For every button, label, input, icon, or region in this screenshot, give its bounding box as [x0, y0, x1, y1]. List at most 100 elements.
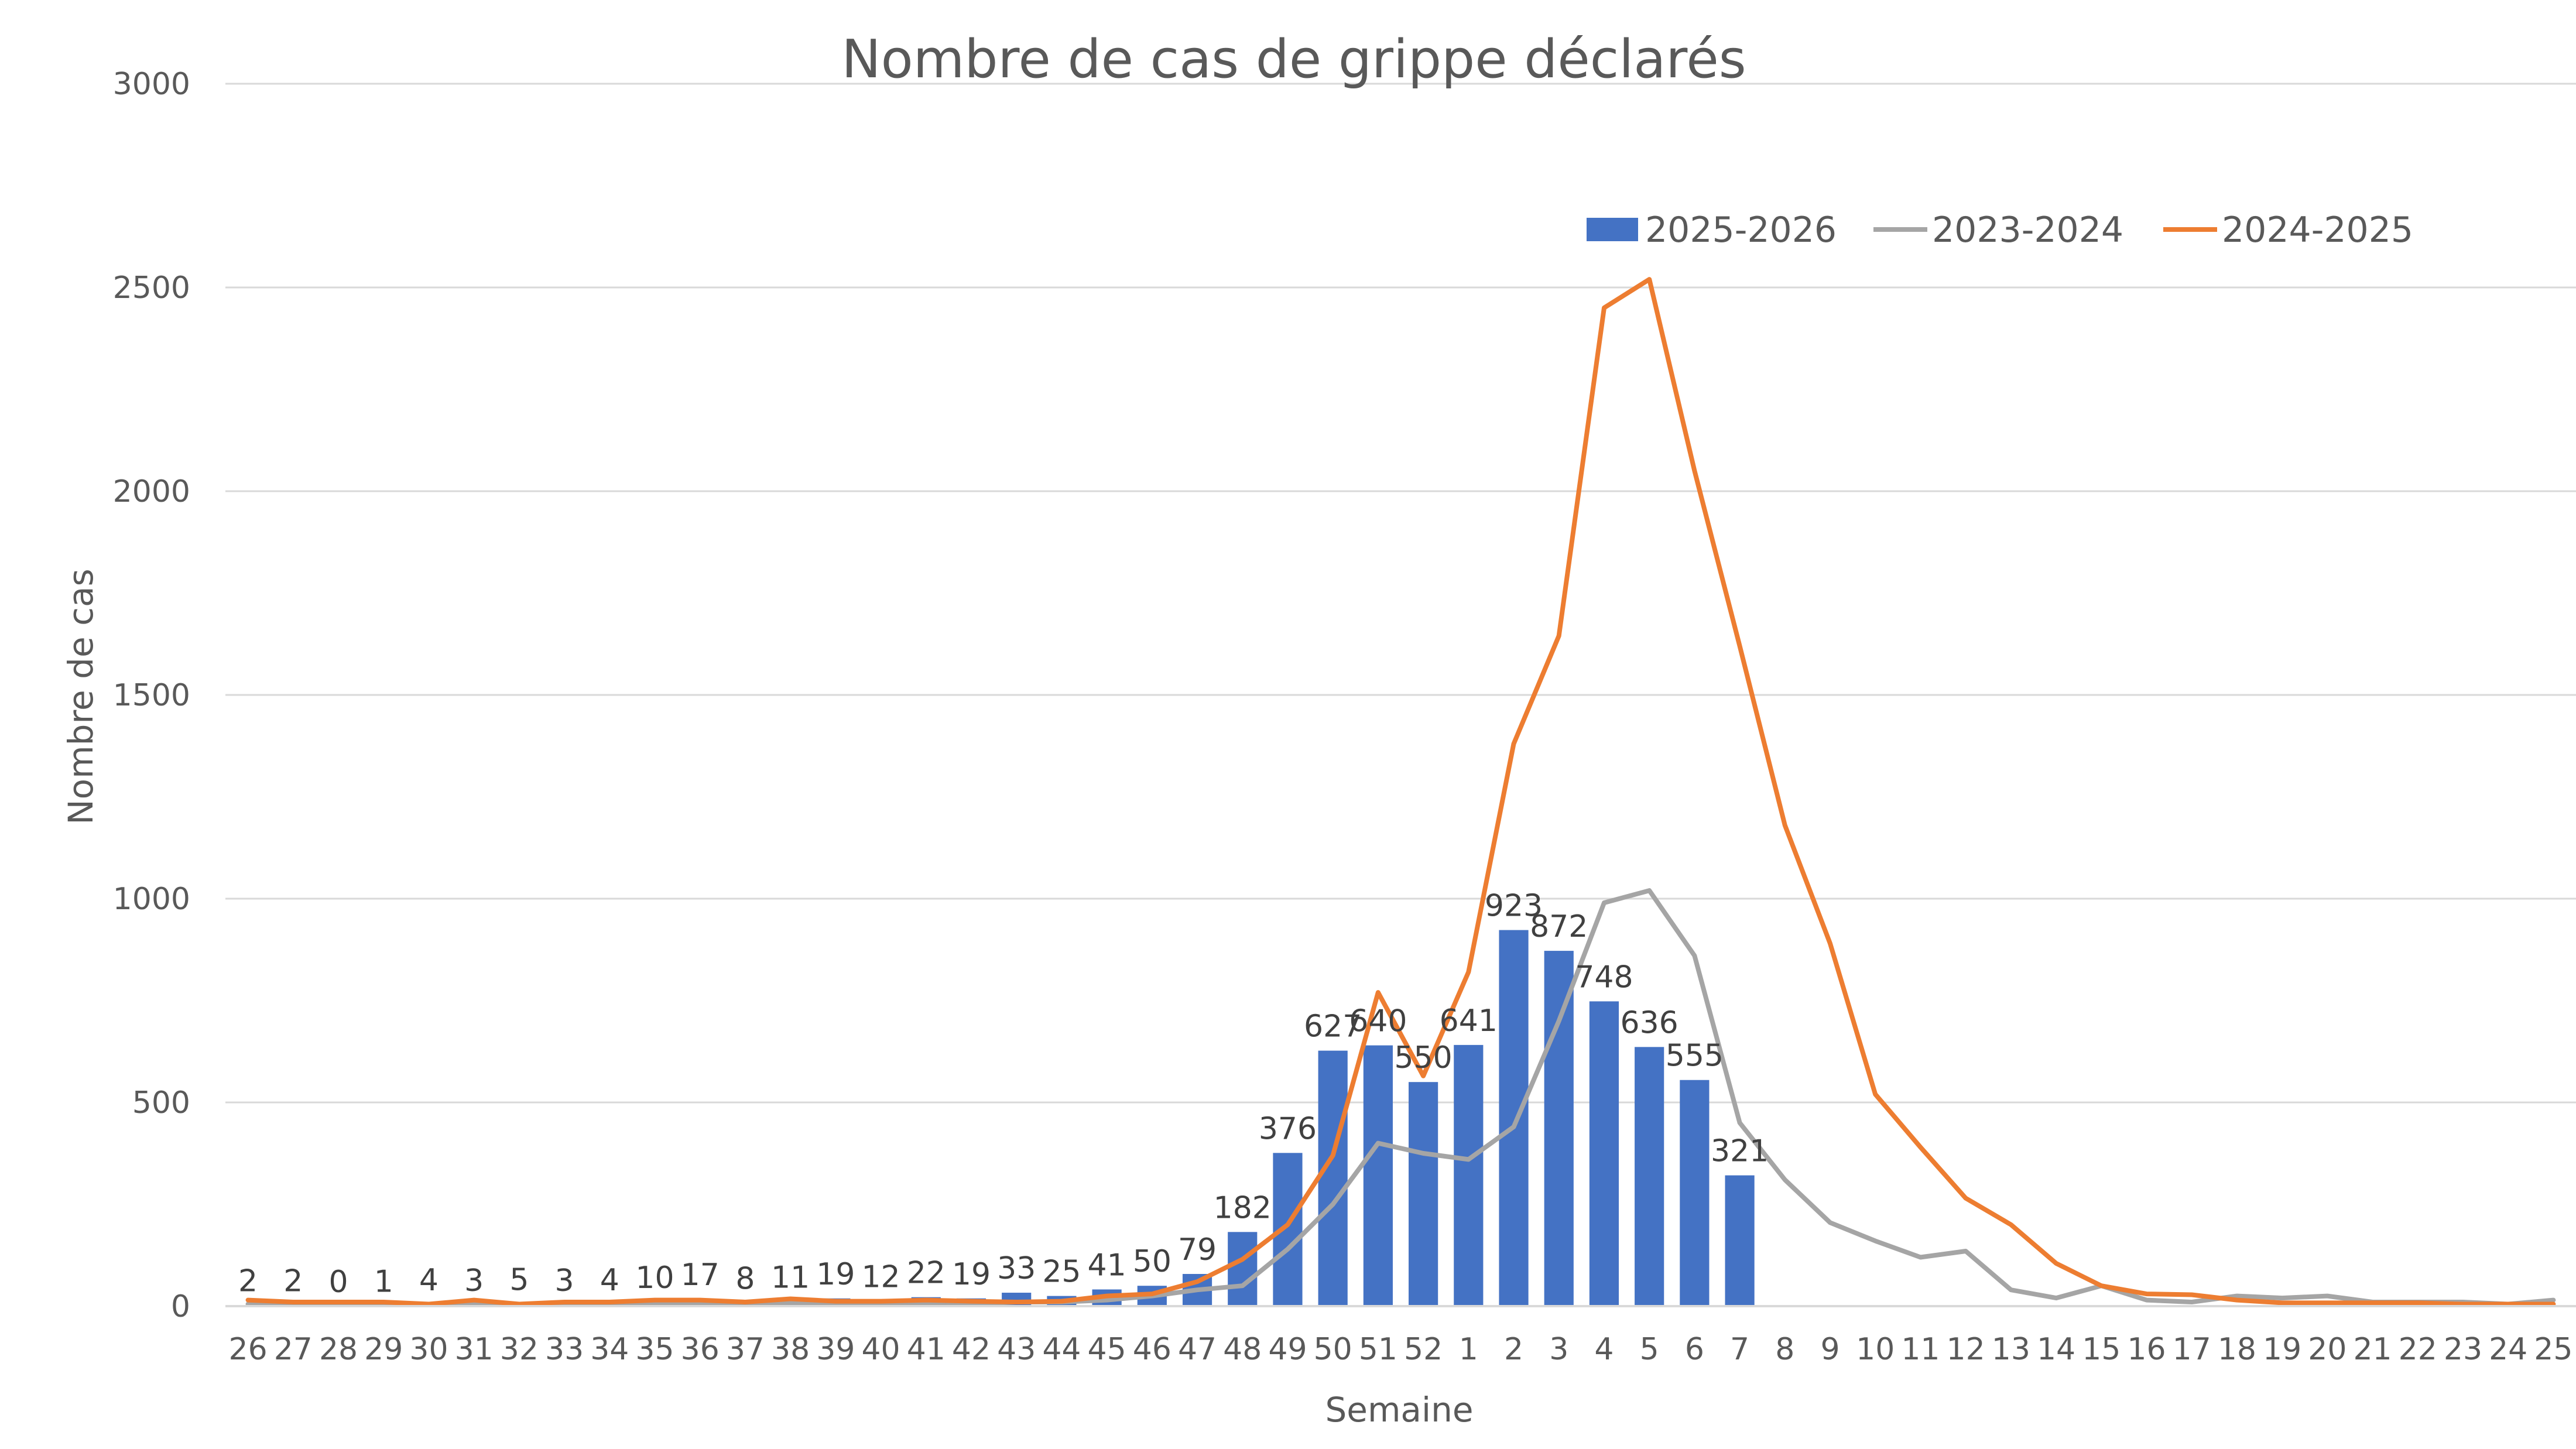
x-tick-label: 32: [500, 1332, 539, 1367]
x-tick-label: 6: [1685, 1332, 1704, 1367]
chart-title: Nombre de cas de grippe déclarés: [841, 29, 1746, 90]
y-tick-label: 1000: [113, 882, 190, 917]
data-label-35: 10: [635, 1260, 674, 1296]
bar-52: [1409, 1082, 1438, 1306]
x-tick-label: 38: [771, 1332, 810, 1367]
data-label-48: 182: [1214, 1190, 1272, 1225]
legend: 2025-2026 2023-2024 2024-2025: [1587, 210, 2413, 251]
x-tick-label: 5: [1640, 1332, 1659, 1367]
data-label-46: 50: [1133, 1244, 1171, 1279]
x-tick-label: 33: [545, 1332, 584, 1367]
x-tick-label: 15: [2082, 1332, 2121, 1367]
x-tick-label: 23: [2444, 1332, 2482, 1367]
data-label-29: 1: [374, 1264, 393, 1299]
x-tick-label: 49: [1268, 1332, 1307, 1367]
bar-49: [1273, 1153, 1303, 1306]
data-label-40: 12: [861, 1260, 900, 1295]
y-tick-label: 1500: [113, 678, 190, 713]
bar-4: [1589, 1001, 1619, 1306]
x-tick-label: 30: [409, 1332, 448, 1367]
x-tick-label: 12: [1947, 1332, 1985, 1367]
y-axis-title: Nombre de cas: [61, 568, 101, 824]
data-label-5: 636: [1621, 1005, 1678, 1040]
y-tick-label: 2500: [113, 270, 190, 306]
data-label-34: 4: [600, 1263, 619, 1298]
x-tick-label: 45: [1088, 1332, 1126, 1367]
bar-6: [1680, 1080, 1710, 1306]
bar-48: [1228, 1232, 1258, 1306]
x-tick-label: 37: [726, 1332, 765, 1367]
data-label-44: 25: [1042, 1255, 1081, 1290]
x-tick-label: 48: [1223, 1332, 1262, 1367]
y-tick-label: 500: [132, 1085, 190, 1121]
legend-label-2024-2025: 2024-2025: [2222, 210, 2413, 251]
data-label-38: 11: [771, 1260, 810, 1295]
bar-7: [1725, 1175, 1755, 1306]
x-tick-label: 17: [2173, 1332, 2211, 1367]
x-tick-label: 19: [2263, 1332, 2301, 1367]
line-series: [245, 277, 2556, 1307]
legend-label-2023-2024: 2023-2024: [1932, 210, 2123, 251]
x-tick-label: 52: [1404, 1332, 1443, 1367]
x-tick-label: 16: [2127, 1332, 2166, 1367]
bar-series: [233, 930, 1755, 1306]
y-tick-label: 0: [171, 1289, 190, 1324]
x-tick-label: 39: [816, 1332, 855, 1367]
data-label-28: 0: [328, 1265, 348, 1300]
x-axis-title: Semaine: [1325, 1390, 1473, 1430]
bar-3: [1544, 951, 1574, 1306]
data-label-39: 19: [816, 1257, 855, 1292]
x-tick-label: 9: [1820, 1332, 1839, 1367]
data-labels: 2 2 0 1 4 3 5 3 4 10 17 8 11 19 12 22 19 33 25 41 50 79182376…: [238, 889, 1769, 1300]
data-label-51: 640: [1349, 1004, 1407, 1039]
data-label-45: 41: [1088, 1248, 1126, 1283]
data-label-30: 4: [419, 1263, 439, 1298]
x-tick-label: 42: [952, 1332, 991, 1367]
x-tick-label: 43: [997, 1332, 1036, 1367]
x-tick-label: 10: [1856, 1332, 1895, 1367]
data-label-26: 2: [238, 1264, 258, 1299]
x-tick-label: 21: [2353, 1332, 2392, 1367]
data-label-41: 22: [907, 1256, 946, 1291]
x-tick-label: 46: [1133, 1332, 1171, 1367]
x-tick-label: 7: [1730, 1332, 1749, 1367]
x-tick-label: 34: [590, 1332, 629, 1367]
x-tick-label: 28: [319, 1332, 358, 1367]
bar-50: [1318, 1050, 1348, 1306]
x-tick-label: 47: [1178, 1332, 1217, 1367]
data-label-33: 3: [555, 1263, 574, 1299]
x-tick-label: 44: [1042, 1332, 1081, 1367]
x-tick-label: 13: [1992, 1332, 2030, 1367]
x-tick-label: 27: [274, 1332, 313, 1367]
bar-1: [1454, 1044, 1484, 1306]
line-2023-2024: [245, 888, 2556, 1307]
x-tick-label: 29: [364, 1332, 403, 1367]
data-label-7: 321: [1711, 1134, 1769, 1169]
x-tick-label: 41: [907, 1332, 946, 1367]
line-2024-2025: [245, 277, 2556, 1307]
data-label-52: 550: [1394, 1040, 1452, 1075]
x-tick-label: 18: [2218, 1332, 2256, 1367]
data-label-32: 5: [509, 1263, 529, 1298]
x-tick-label: 40: [861, 1332, 900, 1367]
legend-swatch-2025-2026: [1587, 218, 1638, 241]
data-label-4: 748: [1575, 960, 1633, 995]
x-tick-label: 14: [2037, 1332, 2075, 1367]
data-label-2: 923: [1485, 889, 1543, 924]
data-label-1: 641: [1440, 1003, 1498, 1039]
bar-5: [1635, 1047, 1664, 1306]
x-tick-label: 36: [681, 1332, 720, 1367]
x-axis-ticks: 26 27 28 29 30 31 32 33 34 35 36 37 38 39 40 41 42 43 44 45…: [229, 1332, 2573, 1367]
x-tick-label: 51: [1359, 1332, 1397, 1367]
x-tick-label: 4: [1594, 1332, 1614, 1367]
x-tick-label: 11: [1901, 1332, 1940, 1367]
data-label-50: 627: [1304, 1009, 1362, 1044]
x-tick-label: 20: [2308, 1332, 2347, 1367]
legend-label-2025-2026: 2025-2026: [1645, 210, 1837, 251]
y-tick-label: 2000: [113, 474, 190, 509]
data-label-43: 33: [997, 1251, 1036, 1286]
data-label-27: 2: [283, 1264, 303, 1299]
data-label-42: 19: [952, 1257, 991, 1292]
x-tick-label: 2: [1504, 1332, 1523, 1367]
